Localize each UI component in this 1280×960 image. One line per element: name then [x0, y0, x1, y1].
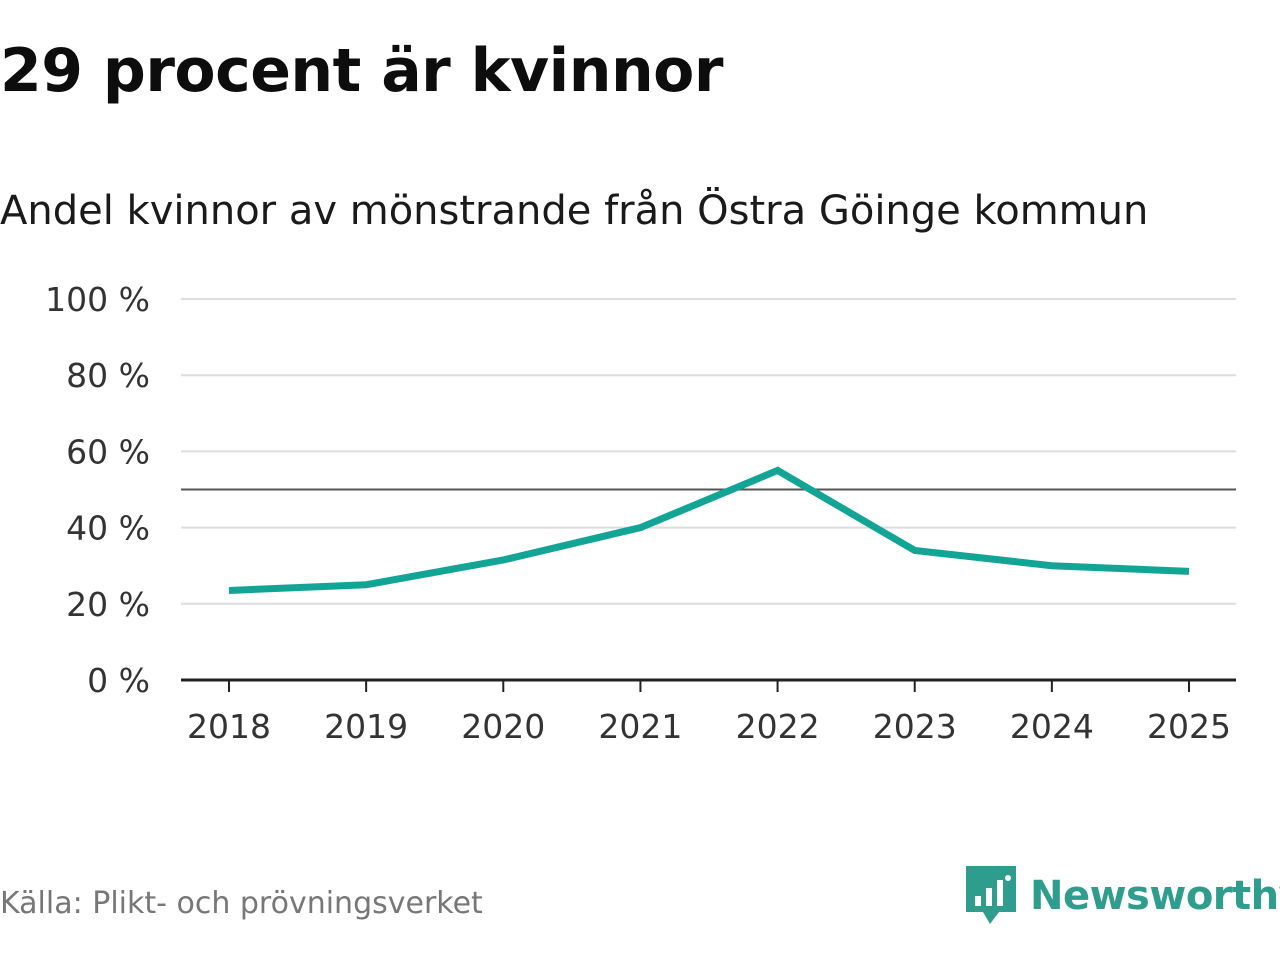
x-tick-label: 2022 — [736, 707, 820, 746]
x-tick-label: 2025 — [1147, 707, 1231, 746]
x-tick-label: 2024 — [1010, 707, 1094, 746]
x-tick-label: 2018 — [187, 707, 271, 746]
y-tick-label: 100 % — [45, 280, 150, 319]
x-axis — [181, 678, 1236, 692]
brand: Newsworthy — [966, 866, 1280, 926]
y-tick-label: 20 % — [66, 585, 150, 624]
brand-name: Newsworthy — [1030, 873, 1280, 919]
newsworthy-logo-icon — [966, 866, 1016, 924]
grid-lines — [181, 298, 1236, 605]
chart-title: 29 procent är kvinnor — [0, 36, 723, 106]
series-layer — [228, 466, 1190, 594]
tick-labels: 0 % 20 % 40 % 60 % 80 % 100 % 2018 2019 2020 2021… — [45, 280, 1231, 746]
y-tick-label: 60 % — [66, 432, 150, 471]
x-tick-label: 2023 — [873, 707, 957, 746]
x-tick-label: 2020 — [461, 707, 545, 746]
source-text: Källa: Plikt- och prövningsverket — [0, 886, 483, 921]
x-tick-label: 2021 — [598, 707, 682, 746]
x-tick-label: 2019 — [324, 707, 408, 746]
series-line-0 — [228, 466, 1190, 594]
y-tick-label: 0 % — [87, 661, 150, 700]
y-tick-label: 40 % — [66, 509, 150, 548]
y-tick-label: 80 % — [66, 356, 150, 395]
chart-subtitle: Andel kvinnor av mönstrande från Östra G… — [0, 188, 1149, 234]
